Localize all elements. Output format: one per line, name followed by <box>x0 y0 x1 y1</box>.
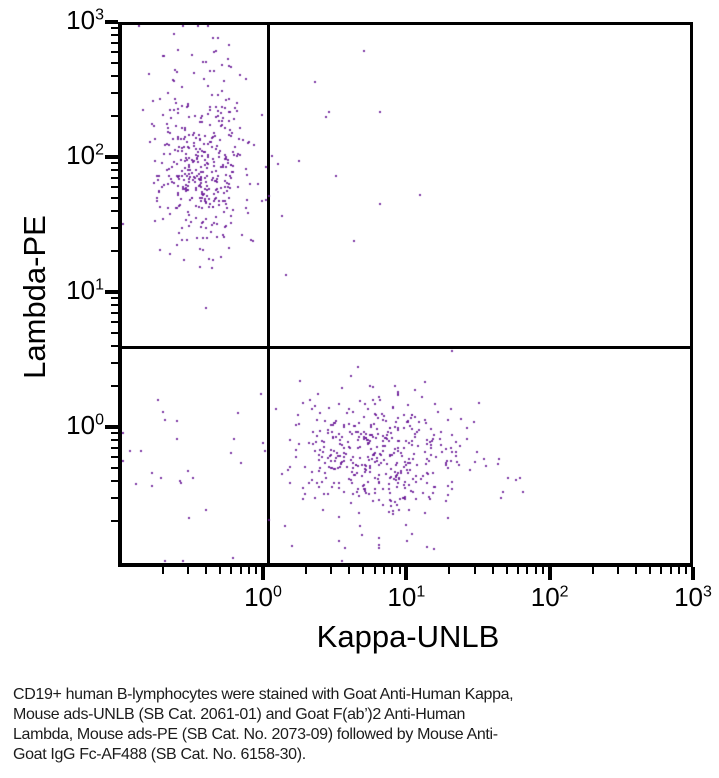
y-minor-tick <box>111 455 118 458</box>
y-minor-tick <box>111 27 118 30</box>
y-minor-tick <box>111 162 118 165</box>
y-minor-tick <box>111 226 118 229</box>
x-major-tick <box>261 567 265 580</box>
x-minor-tick <box>660 567 663 574</box>
x-minor-tick <box>526 567 529 574</box>
y-minor-tick <box>111 209 118 212</box>
x-tick-label: 102 <box>530 582 569 612</box>
y-minor-tick <box>111 331 118 334</box>
y-tick-label: 102 <box>66 140 104 170</box>
x-minor-tick <box>161 567 164 574</box>
caption-line: CD19+ human B-lymphocytes were stained w… <box>13 686 514 703</box>
x-minor-tick <box>362 567 365 574</box>
x-minor-tick <box>685 567 688 574</box>
y-minor-tick <box>111 432 118 435</box>
x-minor-tick <box>218 567 221 574</box>
x-minor-tick <box>669 567 672 574</box>
y-minor-tick <box>111 250 118 253</box>
y-minor-tick <box>111 344 118 347</box>
y-minor-tick <box>111 185 118 188</box>
x-tick-label: 100 <box>244 582 282 612</box>
x-axis-title: Kappa-UNLB <box>316 619 500 654</box>
y-minor-tick <box>111 196 118 199</box>
y-minor-tick <box>111 311 118 314</box>
y-minor-tick <box>111 361 118 364</box>
x-minor-tick <box>398 567 401 574</box>
x-minor-tick <box>617 567 620 574</box>
caption-line: Lambda, Mouse ads-PE (SB Cat. No. 2073-0… <box>13 726 498 743</box>
x-minor-tick <box>542 567 545 574</box>
y-tick-label: 101 <box>66 275 104 305</box>
y-minor-tick <box>111 41 118 44</box>
x-major-tick <box>547 567 552 580</box>
y-minor-tick <box>111 115 118 118</box>
x-minor-tick <box>239 567 242 574</box>
y-minor-tick <box>111 439 118 442</box>
x-tick-label: 101 <box>387 582 426 612</box>
x-minor-tick <box>330 567 333 574</box>
y-minor-tick <box>111 496 118 499</box>
scatter-points-canvas <box>122 25 690 563</box>
y-minor-tick <box>111 50 118 53</box>
x-minor-tick <box>505 567 508 574</box>
x-major-tick <box>404 567 409 580</box>
x-minor-tick <box>491 567 494 574</box>
x-tick-label: 103 <box>674 582 712 612</box>
x-major-tick <box>690 567 695 580</box>
y-minor-tick <box>111 91 118 94</box>
caption-line: Goat IgG Fc-AF488 (SB Cat. No. 6158-30). <box>13 746 306 763</box>
x-minor-tick <box>648 567 651 574</box>
y-minor-tick <box>111 446 118 449</box>
y-minor-tick <box>111 385 118 388</box>
y-minor-tick <box>111 320 118 323</box>
y-minor-tick <box>111 176 118 179</box>
x-minor-tick <box>204 567 207 574</box>
x-minor-tick <box>248 567 251 574</box>
caption-line: Mouse ads-UNLB (SB Cat. 2061-01) and Goa… <box>13 706 466 723</box>
x-minor-tick <box>373 567 376 574</box>
x-minor-tick <box>473 567 476 574</box>
y-minor-tick <box>111 34 118 37</box>
y-minor-tick <box>111 61 118 64</box>
y-minor-tick <box>111 297 118 300</box>
x-minor-tick <box>448 567 451 574</box>
y-major-tick <box>105 155 118 159</box>
x-minor-tick <box>634 567 637 574</box>
y-minor-tick <box>111 304 118 307</box>
y-major-tick <box>105 290 118 294</box>
x-minor-tick <box>348 567 351 574</box>
x-minor-tick <box>516 567 519 574</box>
y-minor-tick <box>111 169 118 172</box>
x-minor-tick <box>255 567 258 574</box>
y-minor-tick <box>111 479 118 482</box>
x-minor-tick <box>187 567 190 574</box>
x-minor-tick <box>391 567 394 574</box>
x-minor-tick <box>230 567 233 574</box>
x-minor-tick <box>383 567 386 574</box>
y-tick-label: 103 <box>66 5 104 35</box>
y-tick-label: 100 <box>66 410 104 440</box>
figure-caption: CD19+ human B-lymphocytes were stained w… <box>13 685 713 765</box>
x-minor-tick <box>678 567 681 574</box>
y-major-tick <box>105 425 118 429</box>
x-minor-tick <box>534 567 537 574</box>
y-minor-tick <box>111 74 118 77</box>
x-minor-tick <box>591 567 594 574</box>
y-minor-tick <box>111 466 118 469</box>
y-major-tick <box>105 20 118 24</box>
x-minor-tick <box>305 567 308 574</box>
y-minor-tick <box>111 520 118 523</box>
